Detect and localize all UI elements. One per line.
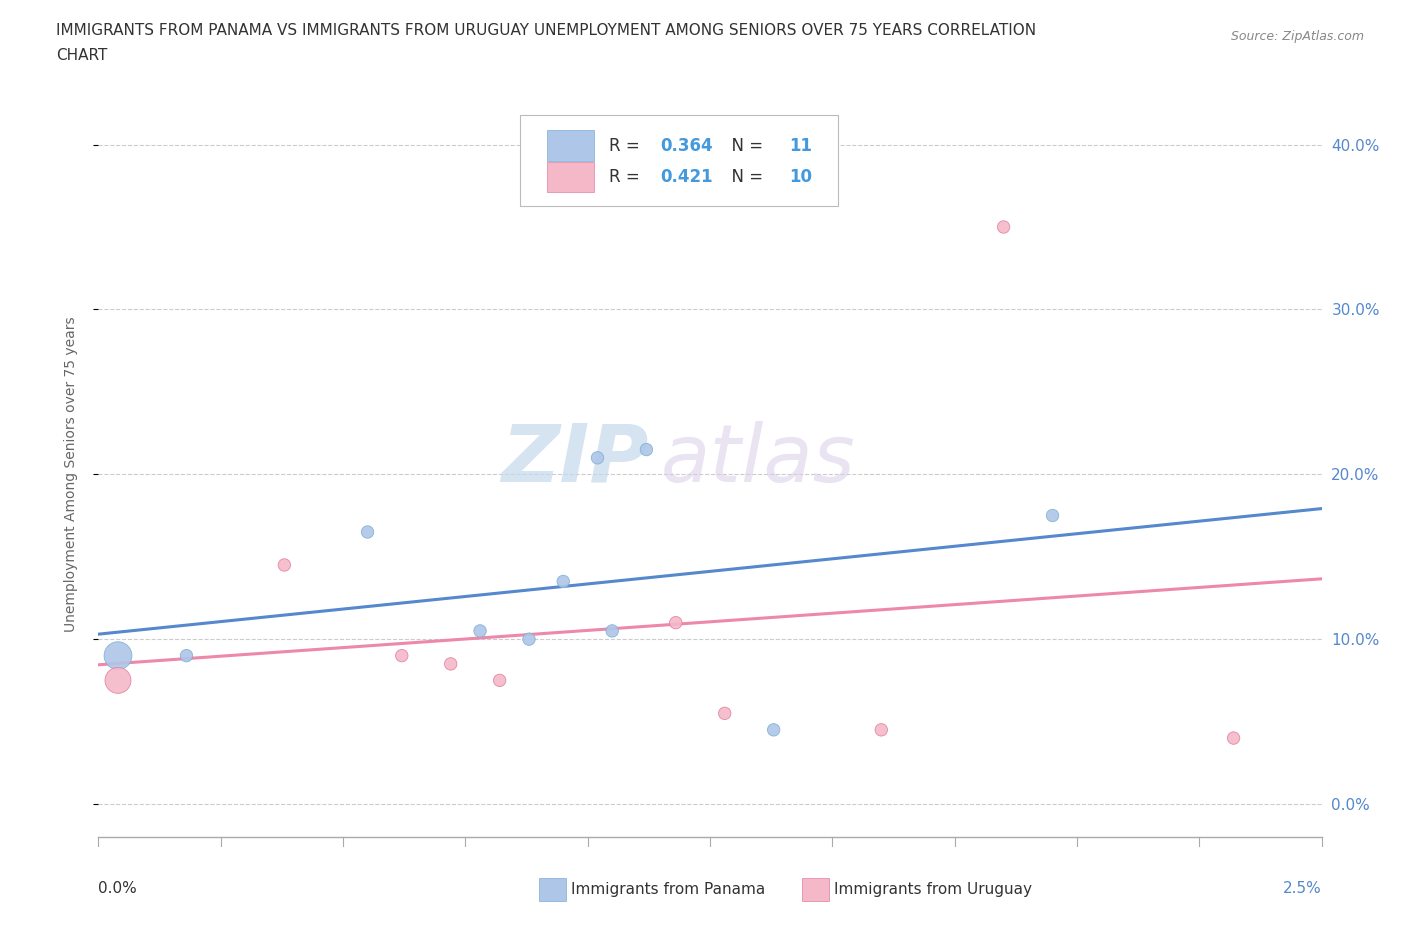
Text: 10: 10 [790,168,813,186]
Point [517,631,540,646]
FancyBboxPatch shape [547,162,593,193]
Text: Immigrants from Uruguay: Immigrants from Uruguay [834,882,1032,897]
Text: N =: N = [721,168,769,186]
Text: IMMIGRANTS FROM PANAMA VS IMMIGRANTS FROM URUGUAY UNEMPLOYMENT AMONG SENIORS OVE: IMMIGRANTS FROM PANAMA VS IMMIGRANTS FRO… [56,23,1036,38]
Point [713,706,735,721]
Point [468,623,491,638]
Point [1042,508,1064,523]
Point [993,219,1015,234]
Text: N =: N = [721,137,769,154]
Point [176,648,198,663]
Text: R =: R = [609,137,644,154]
Point [107,648,129,663]
Point [870,723,893,737]
Text: 0.421: 0.421 [659,168,713,186]
Text: 11: 11 [790,137,813,154]
Text: Source: ZipAtlas.com: Source: ZipAtlas.com [1230,30,1364,43]
Point [553,574,575,589]
Text: 0.0%: 0.0% [98,881,138,896]
Point [600,623,623,638]
Text: R =: R = [609,168,644,186]
Point [273,558,295,573]
Point [1222,731,1244,746]
FancyBboxPatch shape [538,878,565,901]
Point [636,442,658,457]
FancyBboxPatch shape [520,115,838,206]
Text: Immigrants from Panama: Immigrants from Panama [571,882,765,897]
Point [391,648,413,663]
Text: 0.364: 0.364 [659,137,713,154]
Text: 2.5%: 2.5% [1282,881,1322,896]
Point [762,723,785,737]
Point [586,450,609,465]
FancyBboxPatch shape [801,878,828,901]
Point [665,616,688,631]
FancyBboxPatch shape [547,130,593,161]
Text: atlas: atlas [661,420,856,498]
Text: ZIP: ZIP [502,420,650,498]
Point [107,673,129,688]
Point [356,525,378,539]
Y-axis label: Unemployment Among Seniors over 75 years: Unemployment Among Seniors over 75 years [63,316,77,632]
Point [488,673,510,688]
Point [440,657,463,671]
Text: CHART: CHART [56,48,108,63]
